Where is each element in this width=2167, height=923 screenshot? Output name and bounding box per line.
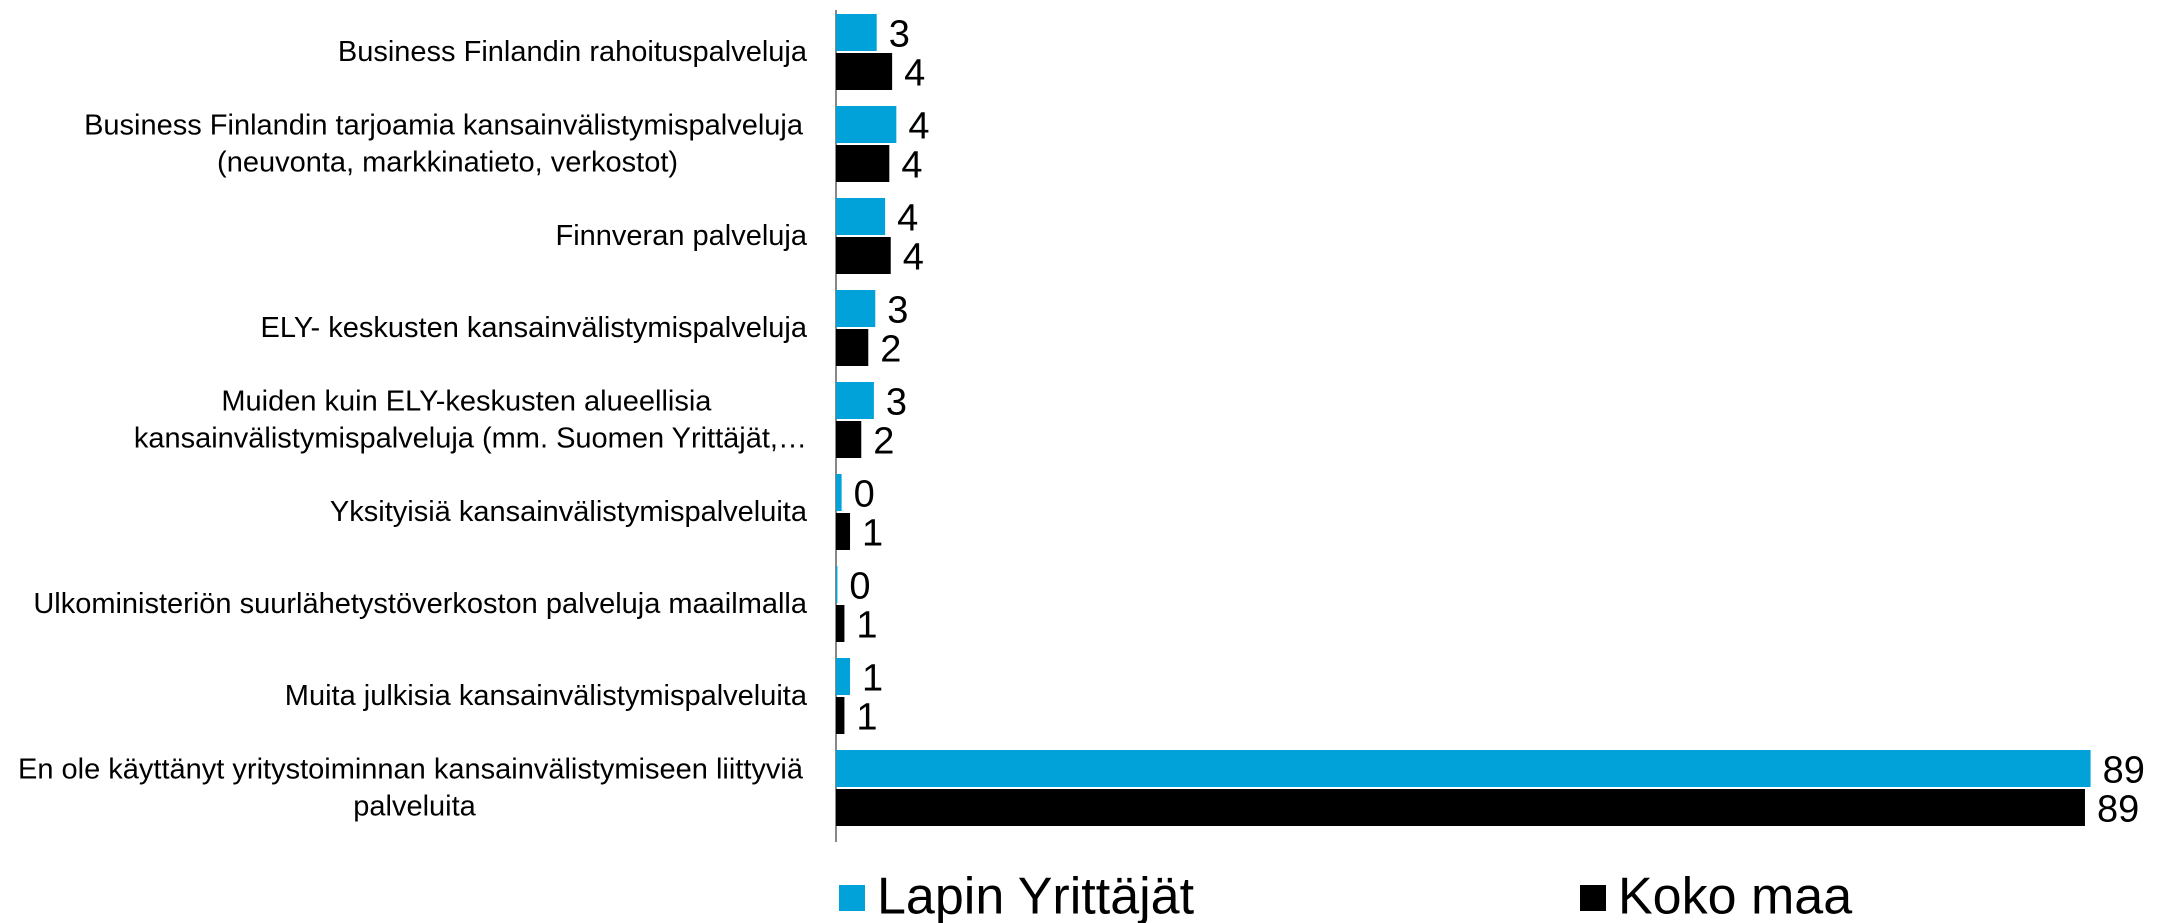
bar <box>836 198 886 235</box>
bar <box>836 513 851 550</box>
value-label: 89 <box>2097 789 2139 831</box>
value-label: 4 <box>897 198 918 240</box>
bar <box>836 566 838 603</box>
category-label: Finnveran palveluja <box>556 220 808 252</box>
value-label: 2 <box>873 421 894 463</box>
value-label: 4 <box>903 237 924 279</box>
legend-label: Koko maa <box>1618 868 1852 923</box>
bar <box>836 789 2085 826</box>
bar <box>836 106 897 143</box>
bar <box>836 605 845 642</box>
bar <box>836 145 890 182</box>
bar <box>836 14 877 51</box>
value-label: 3 <box>889 14 910 56</box>
category-label: Ulkoministeriön suurlähetystöverkoston p… <box>33 588 808 620</box>
bar <box>836 290 876 327</box>
legend-swatch <box>839 885 865 911</box>
value-label: 1 <box>856 697 877 739</box>
value-label: 0 <box>854 474 875 516</box>
category-label: ELY- keskusten kansainvälistymispalveluj… <box>261 312 808 344</box>
value-label: 4 <box>908 106 929 148</box>
category-label: En ole käyttänyt yritystoiminnan kansain… <box>18 754 811 823</box>
bar <box>836 382 874 419</box>
category-label: Muiden kuin ELY-keskusten alueellisia ka… <box>134 386 807 455</box>
value-label: 3 <box>887 290 908 332</box>
bar <box>836 237 891 274</box>
category-label: Muita julkisia kansainvälistymispalvelui… <box>285 680 808 712</box>
category-label: Yksityisiä kansainvälistymispalveluita <box>330 496 808 528</box>
value-label: 89 <box>2103 750 2145 792</box>
value-label: 0 <box>849 566 870 608</box>
value-label: 2 <box>880 329 901 371</box>
category-label: Business Finlandin tarjoamia kansainväli… <box>84 110 811 179</box>
bar <box>836 474 842 511</box>
value-label: 4 <box>904 53 925 95</box>
value-label: 3 <box>886 382 907 424</box>
bar <box>836 697 845 734</box>
value-label: 1 <box>862 658 883 700</box>
bar <box>836 53 893 90</box>
bar <box>836 750 2091 787</box>
value-label: 1 <box>862 513 883 555</box>
legend-swatch <box>1580 885 1606 911</box>
bar <box>836 421 862 458</box>
value-label: 1 <box>856 605 877 647</box>
value-label: 4 <box>901 145 922 187</box>
category-label: Business Finlandin rahoituspalveluja <box>338 36 808 68</box>
bar <box>836 658 851 695</box>
legend-label: Lapin Yrittäjät <box>877 868 1195 923</box>
bar <box>836 329 869 366</box>
